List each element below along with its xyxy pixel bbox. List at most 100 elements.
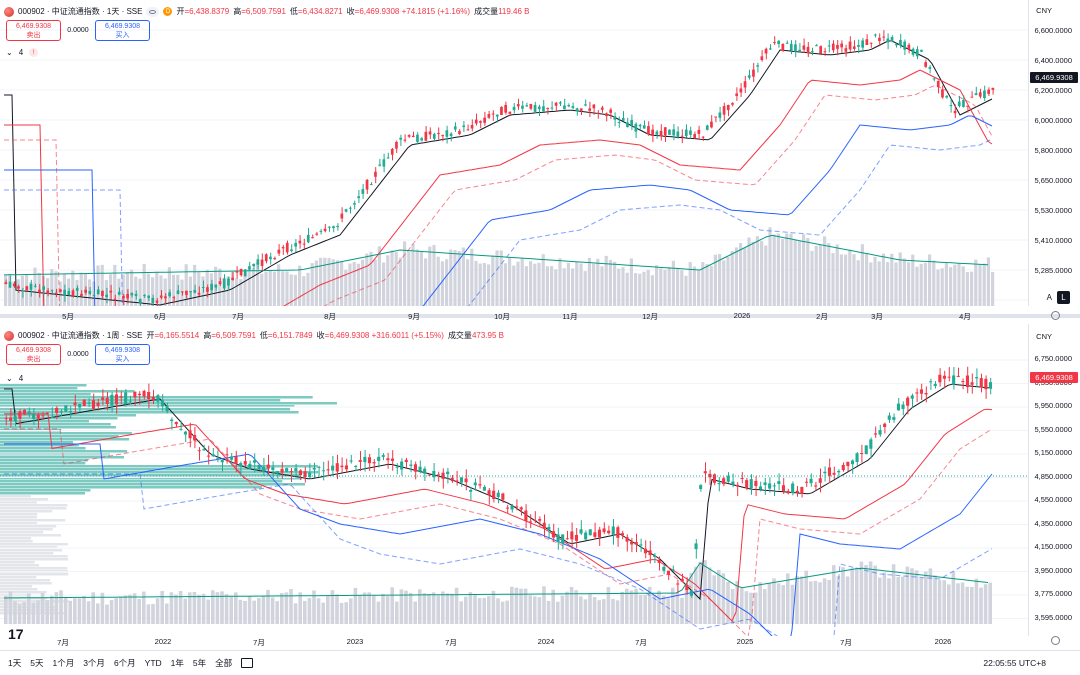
range-button[interactable]: 5年	[192, 658, 207, 668]
range-button[interactable]: 全部	[215, 658, 233, 668]
range-button[interactable]: 1天	[8, 658, 22, 668]
weekly-chart-pane[interactable]: 000902 · 中证流通指数 · 1周 · SSE 开=6,165.5514 …	[0, 324, 1080, 650]
candle-body	[82, 399, 86, 407]
weekly-time-axis[interactable]: 7月 2022 7月 2023 7月 2024 7月 2025 7月 2026	[0, 637, 1028, 651]
volume-bar	[575, 262, 579, 306]
volume-bar	[424, 258, 428, 306]
sell-button[interactable]: 6,469.9308 卖出	[6, 344, 61, 365]
volume-bar	[675, 592, 680, 624]
alert-icon[interactable]: !	[29, 48, 39, 57]
volume-bar	[799, 576, 804, 624]
volume-bar	[855, 567, 859, 624]
volume-bar	[478, 263, 482, 306]
volume-bar	[266, 589, 270, 624]
candle-body	[630, 541, 634, 545]
time-axis-label: 7月	[253, 638, 265, 647]
date-range-icon[interactable]	[241, 658, 254, 668]
volume-bar	[403, 241, 407, 306]
volume-bar	[583, 271, 587, 306]
price-axis-label: 5,150.0000	[1034, 448, 1072, 457]
candle-body	[676, 131, 680, 137]
volume-bar	[933, 575, 937, 624]
range-button[interactable]: 6个月	[113, 658, 136, 668]
volume-bar	[252, 600, 256, 624]
range-button[interactable]: 1个月	[52, 658, 75, 668]
volume-bar	[836, 576, 841, 624]
candle-body	[554, 102, 558, 106]
volume-bar	[365, 253, 369, 306]
daily-symbol-title[interactable]: 000902 · 中证流通指数 · 1天 · SSE	[18, 7, 143, 16]
range-button[interactable]: 3个月	[83, 658, 105, 668]
data-badge[interactable]: D	[163, 7, 173, 16]
volume-bar	[924, 571, 928, 624]
open-label: 开	[176, 7, 185, 16]
currency-label[interactable]: CNY	[1036, 332, 1052, 341]
volume-bar	[919, 263, 923, 306]
visibility-toggle[interactable]	[146, 6, 160, 17]
candle-body	[377, 456, 381, 461]
chevron-down-icon[interactable]: ⌄	[6, 374, 13, 383]
volume-bar	[891, 564, 896, 624]
candle-body	[861, 40, 864, 48]
volume-bar	[63, 597, 68, 624]
log-scale-button[interactable]: L	[1057, 291, 1070, 304]
candle-body	[752, 69, 755, 77]
daily-price-axis[interactable]: CNY 6,600.0000 6,400.0000 6,200.0000 6,000.…	[1028, 0, 1080, 306]
weekly-symbol-title[interactable]: 000902 · 中证流通指数 · 1周 · SSE	[18, 331, 143, 340]
volume-profile-bar	[0, 600, 69, 603]
candle-body	[363, 456, 367, 463]
currency-label[interactable]: CNY	[1036, 6, 1052, 15]
clock[interactable]: 22:05:55 UTC+8	[983, 658, 1046, 668]
daily-chart-canvas[interactable]	[0, 0, 1028, 306]
daily-chart-pane[interactable]: 000902 · 中证流通指数 · 1天 · SSE D 开=6,438.837…	[0, 0, 1080, 321]
candle-body	[264, 254, 268, 262]
settings-gear-icon[interactable]	[1051, 636, 1060, 645]
daily-time-axis[interactable]: 5月 6月 7月 8月 9月 10月 11月 12月 2026 2月 3月 4月	[0, 311, 1028, 325]
candle-body	[634, 123, 638, 132]
candle-body	[126, 293, 129, 299]
volume-bar	[848, 249, 852, 306]
volume-bar	[634, 588, 638, 624]
candle-body	[75, 287, 79, 291]
volume-bar	[786, 573, 790, 624]
buy-button[interactable]: 6,469.9308 买入	[95, 20, 150, 41]
weekly-chart-canvas[interactable]	[0, 324, 1028, 636]
volume-bar	[27, 593, 31, 624]
range-button[interactable]: 1年	[170, 658, 184, 668]
volume-bar	[167, 267, 171, 306]
weekly-price-axis[interactable]: CNY 6,750.00006,350.00005,950.00005,550.…	[1028, 324, 1080, 636]
volume-bar	[327, 258, 331, 306]
volume-bar	[257, 598, 261, 624]
candle-body	[708, 473, 712, 478]
close-label: 收	[346, 7, 355, 16]
buy-button[interactable]: 6,469.9308 买入	[95, 344, 150, 365]
candle-body	[206, 287, 209, 292]
settings-gear-icon[interactable]	[1051, 311, 1060, 320]
volume-bar	[970, 586, 974, 624]
sell-button[interactable]: 6,469.9308 卖出	[6, 20, 61, 41]
candle-body	[92, 294, 96, 296]
chevron-down-icon[interactable]: ⌄	[6, 48, 13, 57]
range-button[interactable]: YTD	[144, 658, 162, 668]
indicator-count[interactable]: 4	[18, 48, 24, 57]
volume-bar	[440, 261, 444, 306]
range-button[interactable]: 5天	[30, 658, 44, 668]
volume-bar	[648, 586, 652, 624]
volume-bar	[137, 599, 141, 624]
volume-bar	[427, 593, 431, 624]
volume-bar	[767, 583, 772, 624]
price-axis-label: 6,200.0000	[1034, 86, 1072, 95]
indicator-count[interactable]: 4	[18, 374, 24, 383]
low-value: =6,151.7849	[267, 331, 313, 340]
volume-profile-bar	[0, 432, 132, 435]
auto-scale-button[interactable]: A	[1046, 293, 1052, 302]
volume-bar	[712, 575, 716, 624]
volume-bar	[907, 262, 911, 306]
candle-body	[521, 105, 524, 109]
candle-body	[306, 234, 310, 243]
candle-body	[743, 81, 747, 88]
candle-body	[96, 402, 100, 406]
volume-bar	[827, 580, 831, 624]
volume-bar	[415, 249, 419, 306]
close-value: =6,469.9308 +74.1815 (+1.16%)	[354, 7, 471, 16]
